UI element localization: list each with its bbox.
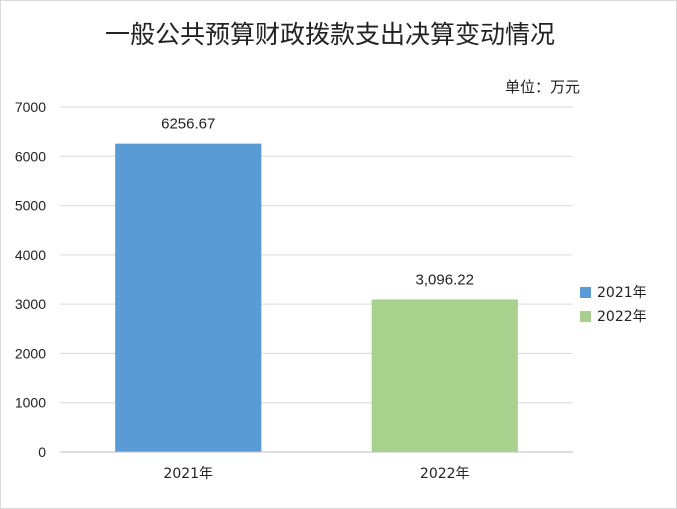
- legend-swatch-2022: [580, 310, 591, 322]
- legend-item-2022: 2022年: [580, 304, 647, 328]
- y-tick-label-1000: 1000: [15, 395, 46, 411]
- x-tick-label-2021年: 2021年: [163, 466, 213, 482]
- y-tick-label-2000: 2000: [15, 345, 46, 361]
- y-tick-label-3000: 3000: [15, 296, 46, 312]
- legend: 2021年 2022年: [580, 280, 647, 328]
- y-tick-label-7000: 7000: [15, 99, 46, 115]
- data-label-2022年: 3,096.22: [416, 271, 474, 288]
- legend-swatch-2021: [580, 286, 591, 298]
- y-tick-label-0: 0: [38, 444, 46, 460]
- x-tick-label-2022年: 2022年: [420, 466, 470, 482]
- bar-2022年: [371, 299, 518, 452]
- legend-label-2022: 2022年: [597, 309, 647, 325]
- unit-label: 单位：万元: [505, 78, 581, 96]
- y-tick-label-6000: 6000: [15, 148, 46, 164]
- legend-label-2021: 2021年: [597, 285, 647, 301]
- chart-title: 一般公共预算财政拨款支出决算变动情况: [104, 20, 555, 49]
- y-tick-label-4000: 4000: [15, 247, 46, 263]
- legend-item-2021: 2021年: [580, 280, 647, 304]
- bar-2021年: [115, 143, 262, 452]
- y-tick-label-5000: 5000: [15, 198, 46, 214]
- data-label-2021年: 6256.67: [161, 116, 215, 133]
